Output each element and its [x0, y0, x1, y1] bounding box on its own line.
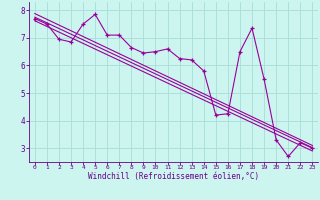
X-axis label: Windchill (Refroidissement éolien,°C): Windchill (Refroidissement éolien,°C) [88, 172, 259, 181]
